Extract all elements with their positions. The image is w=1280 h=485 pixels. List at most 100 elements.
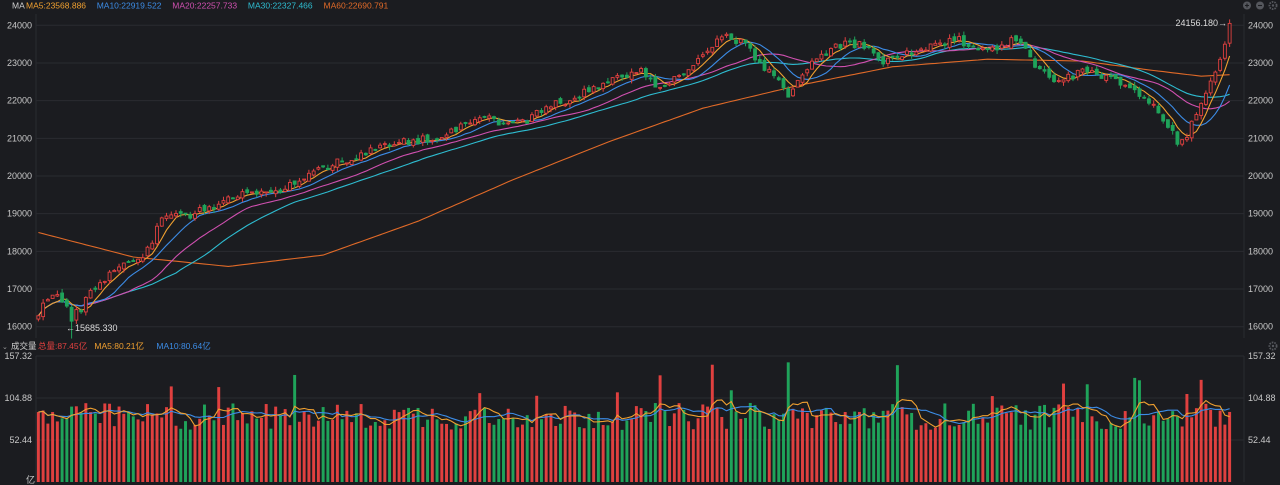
candle xyxy=(829,47,833,57)
candle-body xyxy=(98,282,102,290)
candle-body xyxy=(791,88,795,97)
candle xyxy=(1042,65,1047,74)
volume-bar xyxy=(1104,429,1108,482)
ma60-line xyxy=(38,58,1230,267)
volume-bar xyxy=(658,375,662,482)
volume-bar xyxy=(1180,426,1184,482)
volume-bar xyxy=(810,428,814,482)
candle-body xyxy=(672,76,677,83)
candle xyxy=(183,212,188,217)
volume-bar xyxy=(948,425,952,482)
candle-body xyxy=(273,190,278,195)
candle-body xyxy=(1080,68,1085,73)
candle xyxy=(278,187,283,194)
price-settings-button[interactable] xyxy=(1268,1,1278,10)
volume-bar xyxy=(1024,410,1028,482)
candle xyxy=(605,77,610,84)
candle xyxy=(1137,86,1142,100)
candle xyxy=(719,34,724,43)
candle-body xyxy=(88,289,93,299)
volume-bar xyxy=(1076,408,1080,482)
volume-bar xyxy=(1100,428,1103,482)
candle-body xyxy=(662,84,667,87)
candle xyxy=(681,73,686,77)
volume-bar xyxy=(995,407,999,482)
volume-bar xyxy=(1057,404,1061,482)
candle-body xyxy=(492,116,496,119)
volume-bar xyxy=(473,409,477,482)
candle xyxy=(534,109,539,118)
volume-settings-button[interactable] xyxy=(1268,341,1278,351)
candle-body xyxy=(620,74,625,78)
candle-body xyxy=(1023,41,1028,49)
volume-bar xyxy=(981,417,985,482)
candle xyxy=(895,53,900,60)
candle-body xyxy=(1118,76,1123,86)
volume-bar xyxy=(141,421,145,482)
candle xyxy=(212,204,216,214)
volume-bar xyxy=(160,417,164,482)
candle-body xyxy=(397,141,401,144)
settings-icon[interactable] xyxy=(1268,1,1278,10)
candle-body xyxy=(976,48,981,51)
volume-bar xyxy=(706,406,710,482)
candle xyxy=(800,73,805,87)
candle xyxy=(582,85,587,101)
collapse-arrow-icon[interactable]: ⌄ xyxy=(2,344,8,351)
candle-body xyxy=(378,144,383,149)
zoom-out-button[interactable] xyxy=(1256,1,1264,10)
candle xyxy=(202,203,207,215)
candle-body xyxy=(909,52,914,56)
candle xyxy=(525,119,530,124)
legend-ma10: MA10:22919.522 xyxy=(97,1,162,11)
volume-bar xyxy=(1204,403,1208,482)
volume-bar xyxy=(862,408,866,482)
candle-body xyxy=(1128,83,1132,89)
candle xyxy=(406,138,411,146)
candle-body xyxy=(705,50,710,54)
candle xyxy=(1213,70,1218,86)
candle-body xyxy=(1099,74,1104,79)
candle-body xyxy=(942,43,947,46)
candle xyxy=(492,115,496,122)
candle-body xyxy=(1037,66,1042,70)
candle xyxy=(885,57,890,67)
candle xyxy=(1161,113,1166,124)
volume-bar xyxy=(378,425,382,482)
candle-body xyxy=(814,58,819,62)
volume-bar xyxy=(563,405,567,482)
candle-body xyxy=(93,287,98,290)
volume-bar xyxy=(236,420,240,482)
candle-body xyxy=(112,270,117,273)
candle xyxy=(473,116,477,127)
candle-body xyxy=(767,68,772,73)
candle-body xyxy=(473,119,477,126)
candle xyxy=(231,197,235,200)
volume-bar xyxy=(649,421,653,482)
volume-bar xyxy=(155,413,159,482)
candle-body xyxy=(867,45,871,48)
price-tick-left: 16000 xyxy=(7,322,32,332)
volume-bar xyxy=(938,418,942,482)
candle-body xyxy=(207,206,212,212)
candle xyxy=(615,73,620,80)
volume-bar xyxy=(668,426,672,482)
candle xyxy=(947,34,952,50)
zoom-in-button[interactable] xyxy=(1243,1,1251,10)
ma30-line xyxy=(37,46,1230,317)
settings-icon[interactable] xyxy=(1268,341,1278,351)
volume-bar xyxy=(786,362,790,482)
volume-bar xyxy=(264,404,268,482)
volume-bar xyxy=(967,410,971,482)
candle xyxy=(819,50,824,61)
volume-bar xyxy=(245,423,249,482)
candle xyxy=(1066,71,1071,83)
volume-bar xyxy=(763,426,766,482)
candle-body xyxy=(64,299,69,307)
candle xyxy=(1099,72,1104,79)
volume-bar xyxy=(900,407,904,482)
candle xyxy=(435,137,439,144)
candle-body xyxy=(1094,68,1099,75)
volume-bar xyxy=(1019,424,1023,482)
